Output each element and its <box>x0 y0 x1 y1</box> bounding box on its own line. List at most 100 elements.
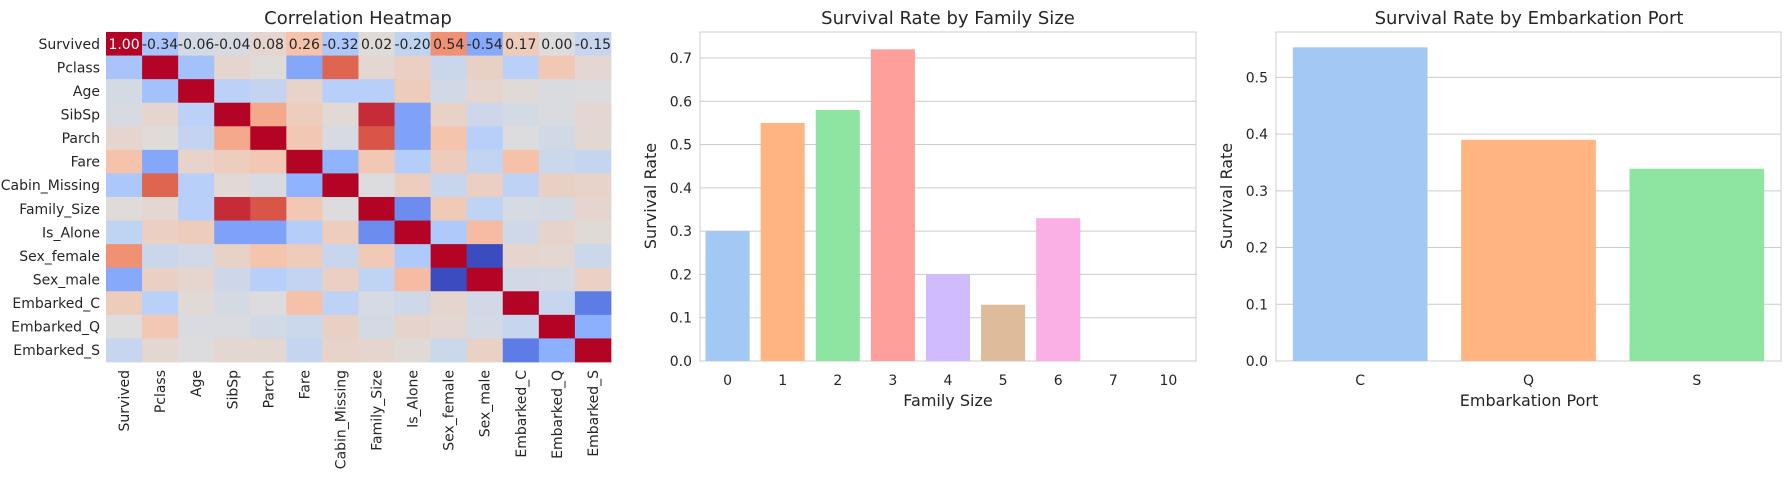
heatmap-cell <box>430 173 468 198</box>
heatmap-cell <box>178 149 215 174</box>
heatmap-cell-annotation: -0.06 <box>178 37 214 53</box>
heatmap-cell <box>394 126 432 151</box>
heatmap-cell <box>214 291 251 316</box>
heatmap-cell <box>250 267 287 292</box>
heatmap-cell <box>574 79 612 104</box>
heatmap-cell <box>502 55 540 80</box>
heatmap-row-label: Sex_female <box>19 249 100 265</box>
heatmap-cell <box>286 291 323 316</box>
heatmap-cell <box>358 55 395 80</box>
heatmap-cell <box>574 102 612 127</box>
heatmap-cell <box>358 314 395 339</box>
heatmap-cell <box>142 55 179 80</box>
heatmap-cell <box>358 267 395 292</box>
heatmap-cell <box>502 267 540 292</box>
heatmap-cell <box>106 291 143 316</box>
heatmap-cell <box>322 291 359 316</box>
family-size-bar <box>705 231 750 361</box>
embarkation-bar <box>1629 168 1765 361</box>
heatmap-cell <box>466 244 504 269</box>
heatmap-cell <box>502 102 540 127</box>
heatmap-row-label: Is_Alone <box>42 225 100 241</box>
heatmap-cell <box>214 173 251 198</box>
family-size-bars <box>705 49 1081 361</box>
heatmap-row-label: Fare <box>71 155 100 171</box>
heatmap-cell-annotation: -0.54 <box>467 37 503 53</box>
embarkation-y-tick-label: 0.5 <box>1246 70 1268 86</box>
embarkation-y-tick-label: 0.4 <box>1246 127 1268 143</box>
heatmap-cell <box>538 149 576 174</box>
heatmap-cell <box>394 32 432 56</box>
heatmap-cell <box>142 79 179 104</box>
heatmap-cell-annotation: 0.08 <box>253 37 284 53</box>
heatmap-cell <box>250 220 287 245</box>
heatmap-cell <box>178 55 215 80</box>
heatmap-cell <box>394 173 432 198</box>
heatmap-row-label: Age <box>73 84 100 100</box>
heatmap-column-label: Fare <box>297 370 313 399</box>
family-size-x-tick-label: 10 <box>1160 373 1178 389</box>
heatmap-column-label: Survived <box>117 370 133 431</box>
heatmap-cell <box>430 291 468 316</box>
heatmap-cell <box>358 102 395 127</box>
heatmap-cell <box>430 79 468 104</box>
embarkation-bar <box>1461 139 1596 361</box>
heatmap-cell <box>502 79 540 104</box>
heatmap-cell <box>574 220 612 245</box>
heatmap-cell-annotation: -0.32 <box>322 37 358 53</box>
heatmap-cell <box>394 244 432 269</box>
heatmap-cell <box>250 338 287 363</box>
heatmap-cell <box>106 220 143 245</box>
heatmap-row-label: Parch <box>62 131 100 147</box>
heatmap-cell-annotation: 1.00 <box>108 37 139 53</box>
heatmap-cell <box>538 244 576 269</box>
heatmap-cell <box>178 32 215 56</box>
family-size-y-tick-label: 0.0 <box>670 354 692 370</box>
heatmap-cell <box>178 126 215 151</box>
family-size-y-tick-label: 0.4 <box>670 181 692 197</box>
heatmap-cell <box>430 32 468 56</box>
heatmap-cell <box>574 149 612 174</box>
heatmap-cell-annotation: 0.17 <box>505 37 536 53</box>
family-size-bar <box>760 122 805 361</box>
heatmap-cell <box>142 267 179 292</box>
heatmap-cell <box>466 149 504 174</box>
heatmap-cell <box>106 102 143 127</box>
heatmap-row-labels: Survived Pclass Age SibSp Parch Fare Cabin_Mis… <box>1 37 100 359</box>
heatmap-cell <box>142 220 179 245</box>
heatmap-column-label: Cabin_Missing <box>333 370 349 469</box>
heatmap-cell <box>430 126 468 151</box>
heatmap-row-label: Embarked_S <box>13 343 100 359</box>
heatmap-cell <box>538 220 576 245</box>
heatmap-cell <box>502 244 540 269</box>
heatmap-cell-annotation: 0.02 <box>361 37 392 53</box>
heatmap-cell <box>358 338 395 363</box>
heatmap-column-label: Embarked_C <box>514 370 530 458</box>
heatmap-cell <box>286 102 323 127</box>
heatmap-cell <box>538 32 576 56</box>
heatmap-cell <box>322 196 359 221</box>
heatmap-cell <box>466 102 504 127</box>
heatmap-cell <box>214 338 251 363</box>
heatmap-cell <box>286 196 323 221</box>
family-size-x-tick-label: 0 <box>723 373 732 389</box>
heatmap-cell <box>322 267 359 292</box>
heatmap-row-label: SibSp <box>61 108 101 124</box>
heatmap-cell <box>394 149 432 174</box>
heatmap-cell <box>538 173 576 198</box>
heatmap-cell <box>214 55 251 80</box>
family-size-y-ticks: 0.0 0.1 0.2 0.3 0.4 0.5 0.6 0.7 <box>670 51 692 370</box>
embarkation-x-tick-label: S <box>1692 373 1701 389</box>
heatmap-row-label: Pclass <box>57 60 100 76</box>
family-size-x-tick-label: 4 <box>944 373 953 389</box>
heatmap-title: Correlation Heatmap <box>264 8 452 29</box>
heatmap-cell <box>178 291 215 316</box>
heatmap-cell <box>430 102 468 127</box>
heatmap-cell <box>502 291 540 316</box>
family-size-y-axis-label: Survival Rate <box>641 143 660 249</box>
heatmap-cell <box>286 149 323 174</box>
heatmap-cell <box>466 173 504 198</box>
heatmap-cell <box>574 338 612 363</box>
heatmap-cell <box>466 267 504 292</box>
